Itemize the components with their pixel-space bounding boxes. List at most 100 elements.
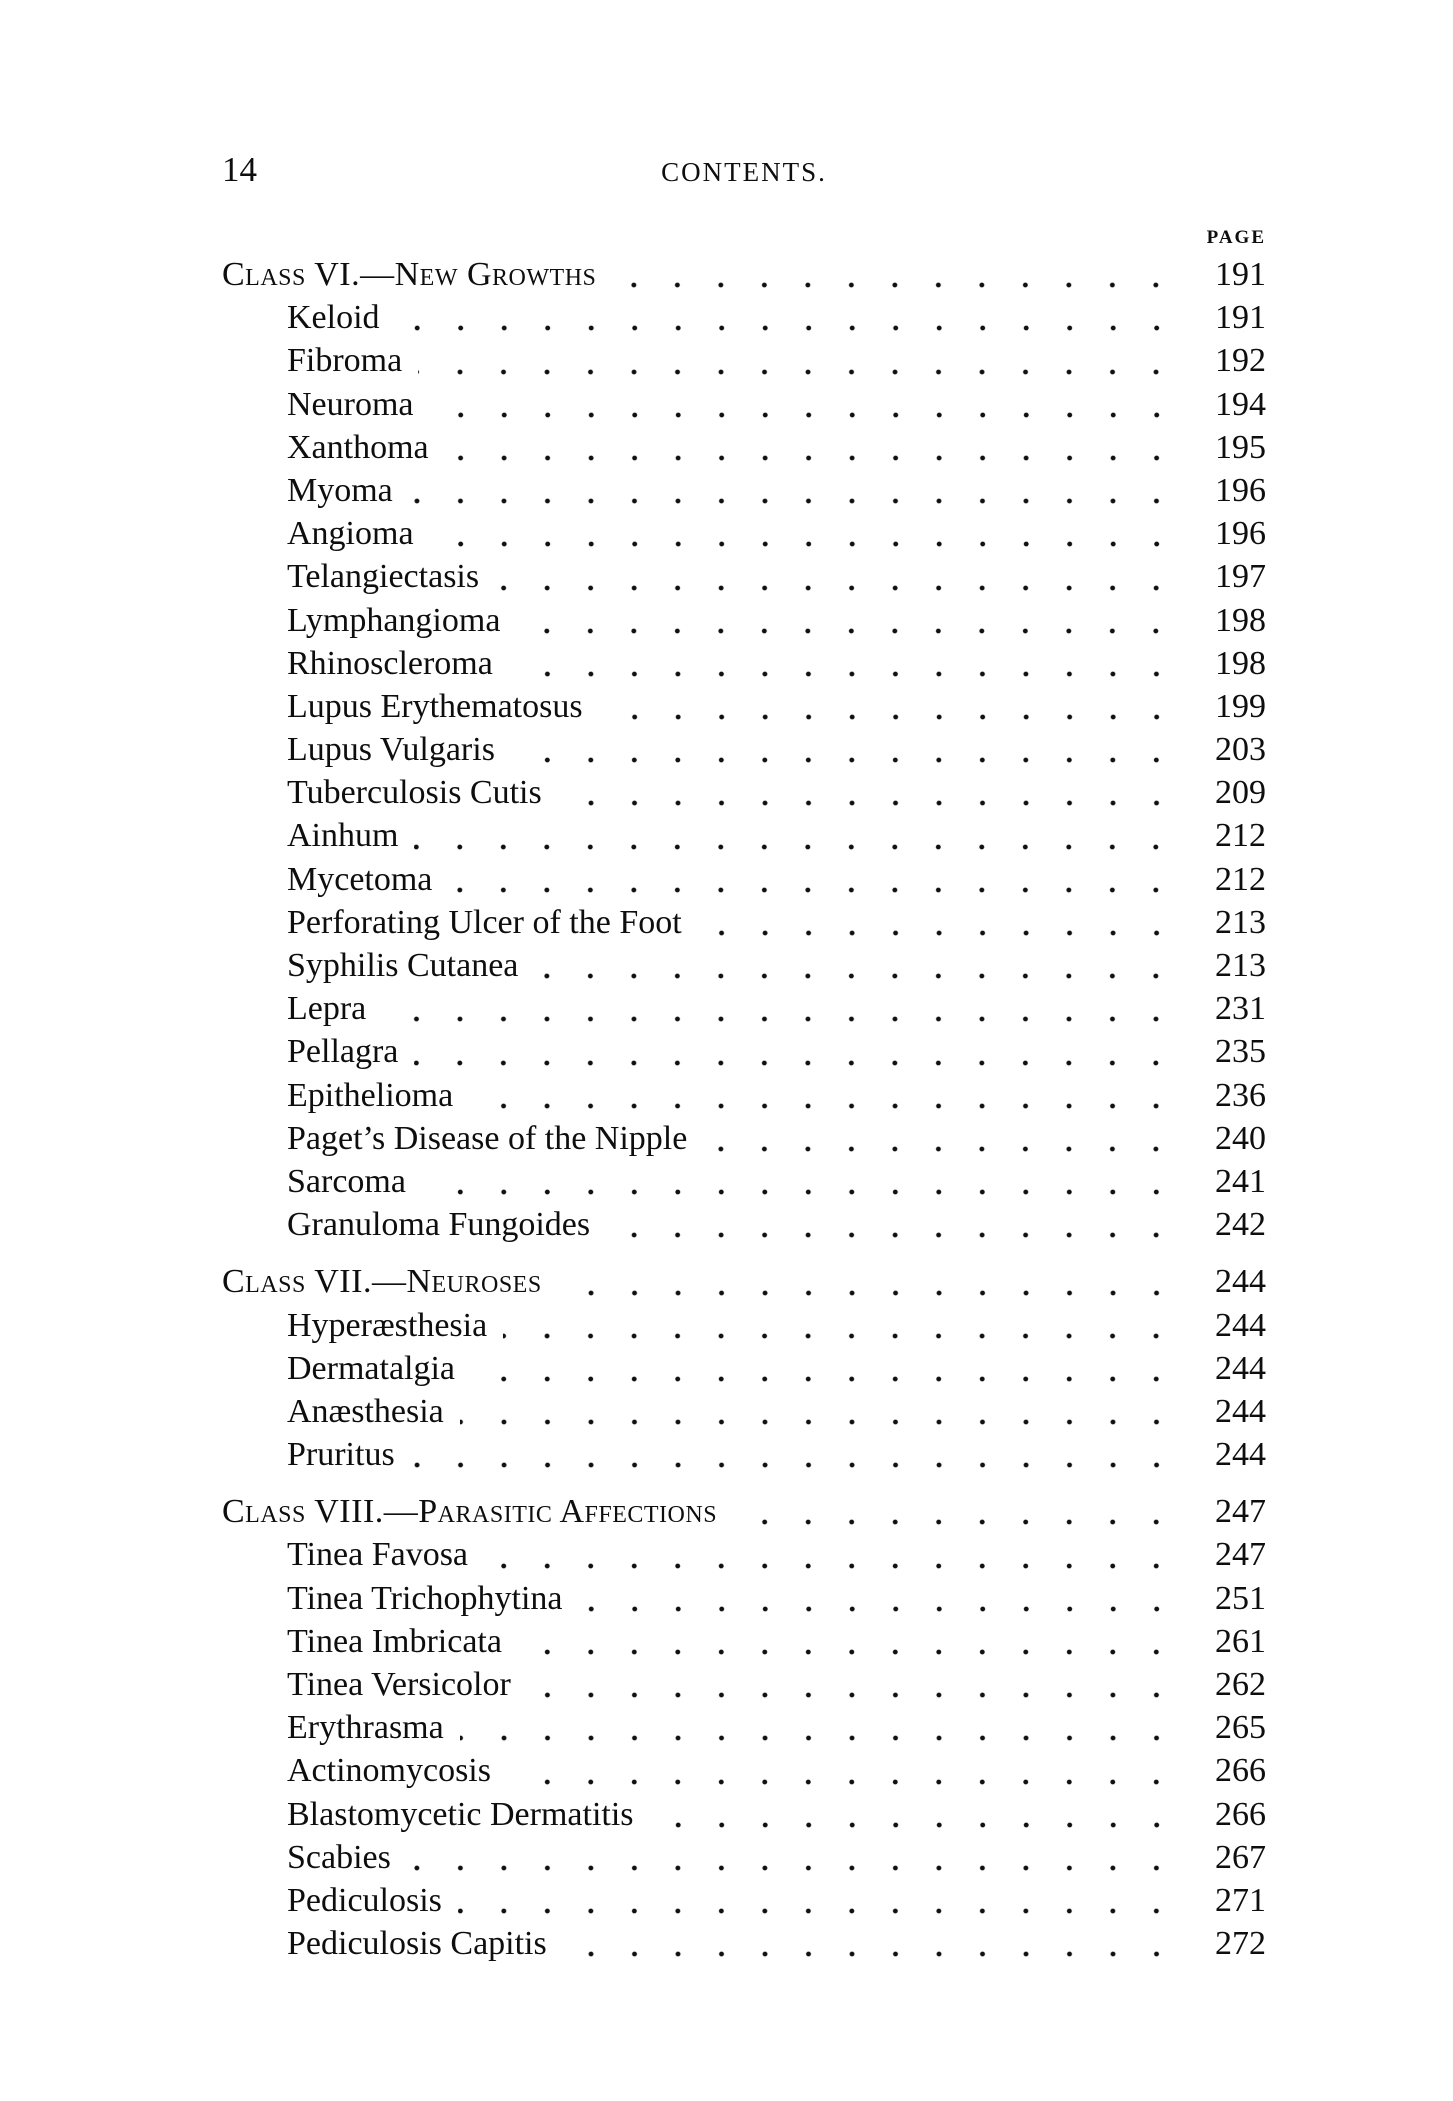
toc-page-number: 203 (1215, 731, 1266, 769)
toc-entry-label: Tinea Favosa (287, 1536, 469, 1574)
toc-entry-label: Actinomycosis (287, 1752, 491, 1790)
toc-entry-row: Pediculosis Capitis 272 (222, 1922, 1266, 1966)
leader-dots (562, 1922, 1178, 1966)
toc-entry-row: Lepra 231 (222, 987, 1266, 1031)
leader-dots (418, 339, 1178, 383)
leader-dots (598, 684, 1178, 729)
toc-page-number: 191 (1215, 256, 1266, 293)
leader-dots (395, 296, 1178, 340)
toc-entry-row: Sarcoma 241 (222, 1159, 1266, 1204)
toc-entry-label: Telangiectasis (287, 558, 480, 596)
toc-entry-label: Tinea Versicolor (287, 1666, 511, 1703)
toc-page-number: 261 (1215, 1622, 1266, 1660)
toc-page-number: 212 (1215, 817, 1266, 855)
toc-entry-label: Neuroma (287, 385, 414, 423)
toc-entry-label: Ainhum (287, 817, 399, 855)
toc-section-heading: Class VIII.—Parasitic Affections (222, 1493, 718, 1531)
toc-page-number: 196 (1215, 515, 1266, 553)
page-column-label: PAGE (1206, 227, 1266, 248)
leader-dots (414, 1030, 1178, 1074)
toc-entry-label: Scabies (287, 1838, 391, 1876)
toc-entry-label: Pediculosis Capitis (287, 1925, 547, 1963)
toc-entry-label: Angioma (287, 515, 414, 553)
toc-page-number: 271 (1215, 1881, 1266, 1919)
leader-dots (429, 382, 1178, 426)
toc-entry-row: Pellagra 235 (222, 1030, 1266, 1074)
toc-page-number: 266 (1215, 1752, 1266, 1790)
toc-entry-row: Tinea Imbricata 261 (222, 1619, 1266, 1663)
toc-page-number: 244 (1215, 1306, 1266, 1344)
leader-dots (526, 1663, 1178, 1707)
leader-dots (421, 1159, 1178, 1204)
toc-entry-row: Lupus Erythematosus 199 (222, 684, 1266, 729)
leader-dots (503, 1303, 1178, 1347)
running-header: 14 CONTENTS. (222, 150, 1266, 196)
toc-page-number: 244 (1215, 1436, 1266, 1474)
toc-section: Class VIII.—Parasitic Affections 247 Tinea… (222, 1490, 1266, 1966)
leader-dots (697, 900, 1178, 944)
leader-dots (703, 1116, 1178, 1160)
toc-page-number: 212 (1215, 860, 1266, 898)
leader-dots (457, 1878, 1178, 1923)
toc-page-number: 194 (1215, 385, 1266, 423)
toc-entry-row: Paget’s Disease of the Nipple 240 (222, 1116, 1266, 1160)
toc-section-heading: Class VI.—New Growths (222, 256, 597, 293)
toc-page-number: 196 (1215, 471, 1266, 509)
toc-page-number: 241 (1215, 1162, 1266, 1200)
toc-entry-label: Lupus Vulgaris (287, 731, 495, 769)
toc-entry-label: Syphilis Cutanea (287, 947, 519, 984)
toc-heading-row: Class VIII.—Parasitic Affections 247 (222, 1490, 1266, 1534)
toc-entry-row: Blastomycetic Dermatitis 266 (222, 1792, 1266, 1836)
toc-entry-row: Tinea Versicolor 262 (222, 1663, 1266, 1707)
toc-entry-label: Tuberculosis Cutis (287, 774, 542, 812)
toc-page-number: 266 (1215, 1795, 1266, 1833)
leader-dots (429, 512, 1178, 556)
leader-dots (534, 944, 1178, 988)
leader-dots (612, 253, 1178, 297)
toc-page-number: 209 (1215, 774, 1266, 812)
toc-entry-label: Pellagra (287, 1033, 399, 1071)
toc-entry-label: Tinea Trichophytina (287, 1579, 563, 1617)
toc-entry-label: Hyperæsthesia (287, 1306, 488, 1344)
toc-entry-label: Myoma (287, 471, 393, 509)
toc-entry-row: Ainhum 212 (222, 814, 1266, 858)
leader-dots (448, 857, 1178, 901)
toc-page-number: 235 (1215, 1033, 1266, 1071)
toc-entry-label: Pediculosis (287, 1881, 442, 1919)
running-header-title: CONTENTS. (661, 157, 827, 187)
toc-entry-row: Dermatalgia 244 (222, 1346, 1266, 1390)
toc-section: Class VI.—New Growths 191 Keloid 191 Fibroma… (222, 253, 1266, 1247)
toc-entry-row: Granuloma Fungoides 242 (222, 1203, 1266, 1247)
toc-entry-label: Perforating Ulcer of the Foot (287, 903, 682, 941)
toc-entry-label: Dermatalgia (287, 1349, 456, 1387)
toc-page-number: 247 (1215, 1536, 1266, 1574)
toc-page-number: 267 (1215, 1838, 1266, 1876)
toc-entry-row: Epithelioma 236 (222, 1073, 1266, 1117)
toc-entry-row: Myoma 196 (222, 468, 1266, 513)
toc-page-number: 262 (1215, 1666, 1266, 1703)
toc-entry-row: Lupus Vulgaris 203 (222, 728, 1266, 772)
toc-page-number: 265 (1215, 1709, 1266, 1747)
toc-entry-row: Actinomycosis 266 (222, 1749, 1266, 1793)
toc-entry-label: Rhinoscleroma (287, 644, 493, 682)
toc-page-number: 197 (1215, 558, 1266, 596)
leader-dots (517, 1619, 1178, 1663)
leader-dots (459, 1389, 1178, 1434)
toc-entry-label: Granuloma Fungoides (287, 1206, 591, 1244)
toc-page-number: 192 (1215, 342, 1266, 380)
toc-page-number: 240 (1215, 1119, 1266, 1157)
table-of-contents: Class VI.—New Growths 191 Keloid 191 Fibroma… (222, 253, 1266, 1966)
leader-dots (495, 555, 1178, 599)
toc-entry-label: Blastomycetic Dermatitis (287, 1795, 634, 1833)
toc-page-number: 247 (1215, 1493, 1266, 1531)
toc-entry-label: Tinea Imbricata (287, 1622, 502, 1660)
toc-entry-row: Erythrasma 265 (222, 1706, 1266, 1750)
toc-page-number: 272 (1215, 1925, 1266, 1963)
leader-dots (557, 771, 1178, 815)
leader-dots (469, 1073, 1178, 1117)
leader-dots (444, 425, 1178, 469)
toc-entry-row: Xanthoma 195 (222, 425, 1266, 469)
toc-entry-label: Paget’s Disease of the Nipple (287, 1119, 688, 1157)
leader-dots (578, 1576, 1178, 1620)
toc-entry-label: Anæsthesia (287, 1392, 444, 1430)
